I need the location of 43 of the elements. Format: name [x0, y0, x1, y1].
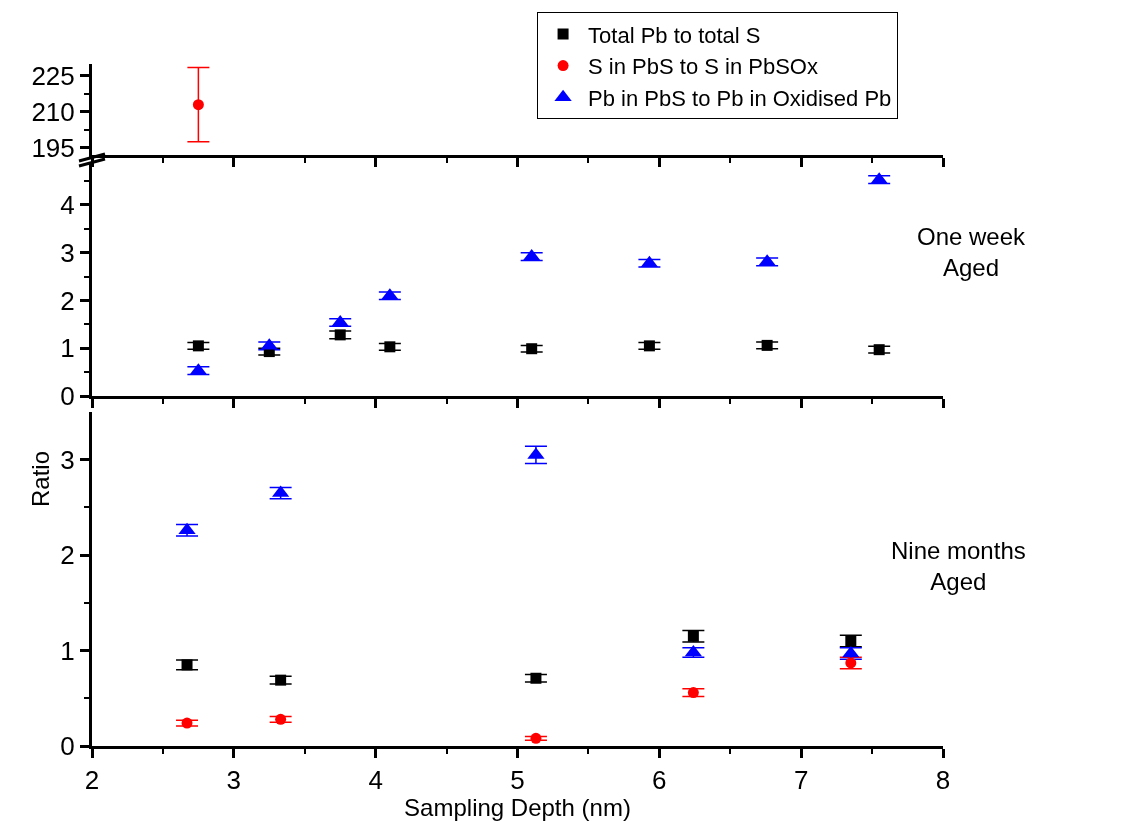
y-tick-label: 195 — [31, 132, 75, 163]
point — [530, 732, 542, 744]
annotation: Nine months Aged — [891, 537, 1026, 596]
legend-label: S in PbS to S in PbSOx — [588, 54, 818, 80]
y-tick-label: 1 — [60, 635, 75, 666]
x-tick-label: 5 — [510, 765, 525, 796]
point — [530, 672, 542, 684]
y-tick-label: 225 — [31, 61, 75, 92]
legend-label: Pb in PbS to Pb in Oxidised Pb — [588, 85, 892, 111]
point — [181, 717, 193, 729]
x-axis-title: Sampling Depth (nm) — [404, 794, 631, 821]
y-tick-label: 0 — [60, 381, 75, 412]
point — [275, 674, 287, 686]
legend-label: Total Pb to total S — [588, 22, 761, 48]
y-tick-label: 2 — [60, 540, 75, 571]
point — [275, 713, 287, 725]
point — [687, 687, 699, 699]
point — [845, 657, 857, 669]
point — [845, 635, 857, 647]
point — [181, 659, 193, 671]
x-tick-label: 8 — [935, 765, 951, 796]
y-tick-label: 3 — [60, 237, 75, 268]
y-tick-label: 4 — [60, 190, 75, 221]
y-tick-label: 1 — [60, 333, 75, 364]
y-tick-label: 2 — [60, 285, 75, 316]
y-tick-label: 3 — [60, 444, 75, 475]
y-tick-label: 210 — [31, 96, 75, 127]
point — [192, 340, 204, 352]
x-tick-label: 2 — [84, 765, 100, 796]
point — [643, 340, 655, 352]
point — [873, 344, 885, 356]
x-tick-label: 7 — [793, 765, 809, 796]
x-tick-label: 4 — [368, 765, 383, 796]
x-tick-label: 6 — [652, 765, 667, 796]
point — [526, 343, 538, 355]
y-tick-label: 0 — [60, 731, 75, 762]
point — [334, 329, 346, 341]
annotation: One week Aged — [917, 223, 1027, 282]
x-tick-label: 3 — [226, 765, 242, 796]
point — [687, 630, 699, 642]
point — [384, 341, 396, 353]
y-axis-title: Ratio — [26, 450, 54, 508]
point — [761, 339, 773, 351]
